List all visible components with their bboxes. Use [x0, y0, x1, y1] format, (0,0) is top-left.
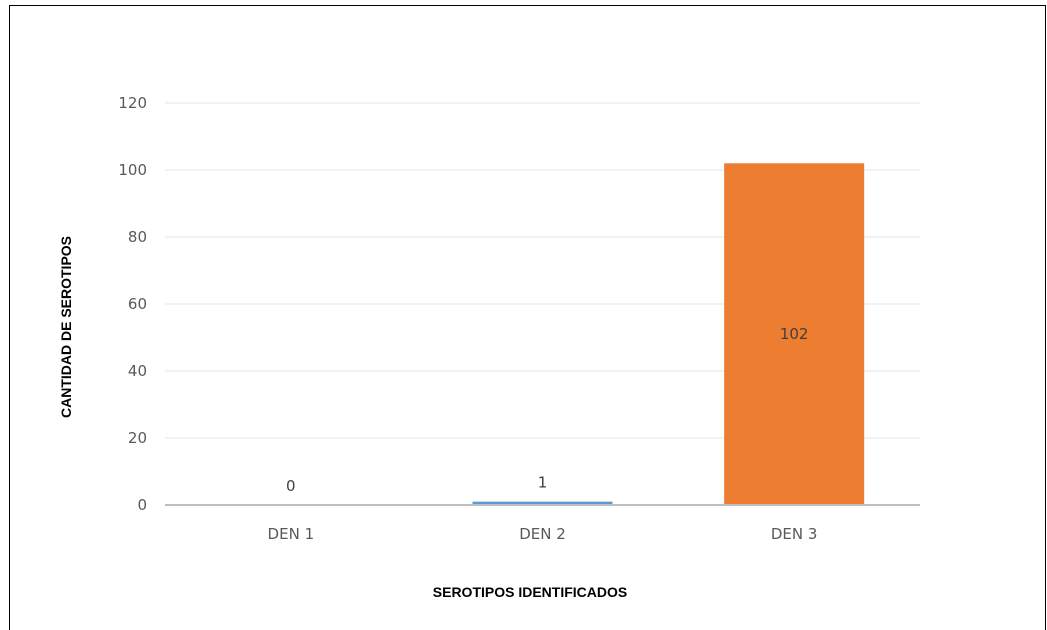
y-tick-label: 80	[128, 228, 147, 246]
x-axis-ticks: DEN 1 DEN 2 DEN 3	[268, 525, 818, 543]
y-tick-label: 0	[137, 496, 147, 514]
chart-frame	[9, 5, 1046, 630]
data-labels: 0 1 102	[286, 325, 808, 495]
data-label: 102	[780, 325, 809, 343]
y-tick-label: 20	[128, 429, 147, 447]
x-axis-title: SEROTIPOS IDENTIFICADOS	[433, 584, 627, 600]
y-tick-label: 100	[118, 161, 147, 179]
y-tick-label: 60	[128, 295, 147, 313]
y-tick-label: 40	[128, 362, 147, 380]
y-tick-label: 120	[118, 94, 147, 112]
bar-den-3	[724, 163, 865, 506]
data-label: 1	[538, 474, 548, 492]
bars	[472, 163, 865, 506]
bar-den-2	[472, 501, 613, 505]
x-tick-label: DEN 1	[268, 525, 315, 543]
x-tick-label: DEN 3	[771, 525, 818, 543]
data-label: 0	[286, 477, 296, 495]
y-axis-ticks: 0 20 40 60 80 100 120	[118, 94, 147, 514]
x-tick-label: DEN 2	[519, 525, 566, 543]
y-axis-title: CANTIDAD DE SEROTIPOS	[58, 236, 74, 418]
